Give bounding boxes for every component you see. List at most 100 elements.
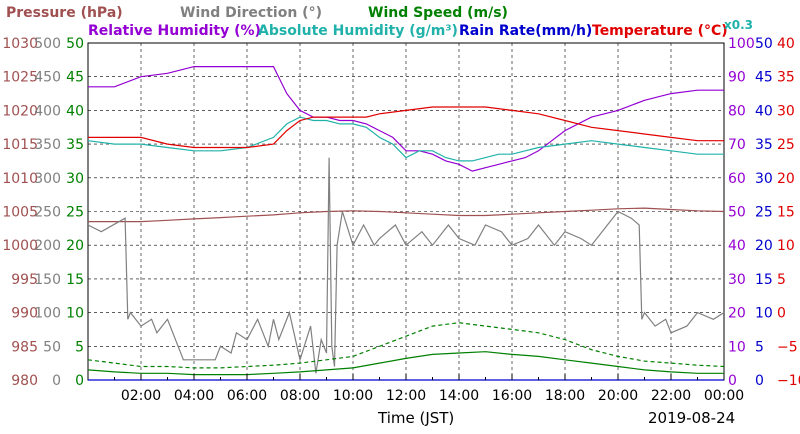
left-tick-label: 1000 xyxy=(2,238,38,254)
x-tick-label: 10:00 xyxy=(333,388,373,404)
x-axis-label: Time (JST) xyxy=(377,409,454,427)
right-tick-label: 10 xyxy=(777,238,795,254)
x-tick-label: 04:00 xyxy=(174,388,214,404)
right-tick-label: 35 xyxy=(777,70,795,86)
left-tick-label: 1015 xyxy=(2,137,38,153)
left-tick-label: 1020 xyxy=(2,103,38,119)
left-tick-label: 980 xyxy=(11,373,38,389)
right-tick-label: 15 xyxy=(777,205,795,221)
right-tick-label: 50 xyxy=(728,205,746,221)
left-tick-label: 100 xyxy=(34,306,61,322)
legend-absolute-humidity: Absolute Humidity (g/m³) xyxy=(258,23,458,39)
legend-rain-rate: Rain Rate(mm/h) xyxy=(459,23,592,39)
left-tick-label: 0 xyxy=(52,373,61,389)
x-tick-label: 00:00 xyxy=(704,388,744,404)
x-tick-label: 12:00 xyxy=(386,388,426,404)
series-temperature xyxy=(88,106,724,149)
left-tick-label: 995 xyxy=(11,272,38,288)
series-wind_direction xyxy=(87,157,725,374)
left-tick-label: 40 xyxy=(66,103,84,119)
series-absolute_humidity xyxy=(87,116,724,162)
right-tick-label: 30 xyxy=(777,103,795,119)
right-axes: 0102030405060708090100051015202530354045… xyxy=(728,36,800,389)
series-pressure xyxy=(88,207,725,223)
left-tick-label: 250 xyxy=(34,205,61,221)
legend-scale-note: x0.3 xyxy=(724,18,753,32)
right-tick-label: 30 xyxy=(728,272,746,288)
legend-pressure: Pressure (hPa) xyxy=(6,5,123,21)
right-tick-label: −5 xyxy=(777,339,798,355)
right-tick-label: 5 xyxy=(755,339,764,355)
left-tick-label: 30 xyxy=(66,171,84,187)
date-label: 2019-08-24 xyxy=(648,409,735,427)
x-tick-label: 06:00 xyxy=(227,388,267,404)
right-tick-label: 5 xyxy=(777,272,786,288)
right-tick-label: 50 xyxy=(755,36,773,52)
right-tick-label: 40 xyxy=(728,238,746,254)
series-wind_speed_max xyxy=(87,322,725,369)
left-tick-label: 985 xyxy=(11,339,38,355)
right-tick-label: 25 xyxy=(755,205,773,221)
right-tick-label: 40 xyxy=(777,36,795,52)
legend-row-1: Pressure (hPa) Wind Direction (°) Wind S… xyxy=(6,5,508,21)
right-tick-label: 15 xyxy=(755,272,773,288)
legend-row-2: Relative Humidity (%) Absolute Humidity … xyxy=(88,18,753,39)
right-tick-label: 0 xyxy=(755,373,764,389)
right-tick-label: 80 xyxy=(728,103,746,119)
right-tick-label: −10 xyxy=(777,373,800,389)
x-tick-label: 14:00 xyxy=(439,388,479,404)
left-tick-label: 1005 xyxy=(2,205,38,221)
legend-temperature: Temperature (°C) xyxy=(592,23,728,39)
left-tick-label: 200 xyxy=(34,238,61,254)
right-tick-label: 100 xyxy=(728,36,755,52)
left-tick-label: 990 xyxy=(11,306,38,322)
x-tick-label: 08:00 xyxy=(280,388,320,404)
right-tick-label: 25 xyxy=(777,137,795,153)
right-tick-label: 45 xyxy=(755,70,773,86)
left-tick-label: 350 xyxy=(34,137,61,153)
left-tick-label: 35 xyxy=(66,137,84,153)
right-tick-label: 10 xyxy=(728,339,746,355)
x-tick-label: 18:00 xyxy=(545,388,585,404)
x-axis: 02:00 04:00 06:00 08:00 10:00 12:00 14:00 16:00… xyxy=(114,374,744,404)
right-tick-label: 40 xyxy=(755,103,773,119)
right-tick-label: 35 xyxy=(755,137,773,153)
left-tick-label: 50 xyxy=(66,36,84,52)
left-tick-label: 400 xyxy=(34,103,61,119)
x-tick-label: 20:00 xyxy=(598,388,638,404)
x-tick-label: 22:00 xyxy=(651,388,691,404)
legend-wind-speed: Wind Speed (m/s) xyxy=(368,5,508,21)
left-tick-label: 1025 xyxy=(2,70,38,86)
left-tick-label: 300 xyxy=(34,171,61,187)
left-tick-label: 1030 xyxy=(2,36,38,52)
right-tick-label: 70 xyxy=(728,137,746,153)
left-axes: 9809859909951000100510101015102010251030… xyxy=(2,36,84,389)
left-tick-label: 10 xyxy=(66,306,84,322)
x-tick-label: 02:00 xyxy=(121,388,161,404)
legend-wind-direction: Wind Direction (°) xyxy=(180,5,322,21)
left-tick-label: 1010 xyxy=(2,171,38,187)
right-tick-label: 90 xyxy=(728,70,746,86)
right-tick-label: 10 xyxy=(755,306,773,322)
right-tick-label: 60 xyxy=(728,171,746,187)
left-tick-label: 500 xyxy=(34,36,61,52)
left-tick-label: 50 xyxy=(43,339,61,355)
left-tick-label: 5 xyxy=(75,339,84,355)
series-relative_humidity xyxy=(88,65,724,172)
left-tick-label: 45 xyxy=(66,70,84,86)
legend-relative-humidity: Relative Humidity (%) xyxy=(88,23,261,39)
grid xyxy=(88,43,724,380)
left-tick-label: 25 xyxy=(66,205,84,221)
left-tick-label: 15 xyxy=(66,272,84,288)
left-tick-label: 150 xyxy=(34,272,61,288)
left-tick-label: 20 xyxy=(66,238,84,254)
x-tick-label: 16:00 xyxy=(492,388,532,404)
right-tick-label: 20 xyxy=(777,171,795,187)
right-tick-label: 30 xyxy=(755,171,773,187)
left-tick-label: 0 xyxy=(75,373,84,389)
left-tick-label: 450 xyxy=(34,70,61,86)
right-tick-label: 20 xyxy=(755,238,773,254)
right-tick-label: 20 xyxy=(728,306,746,322)
right-tick-label: 0 xyxy=(777,306,786,322)
